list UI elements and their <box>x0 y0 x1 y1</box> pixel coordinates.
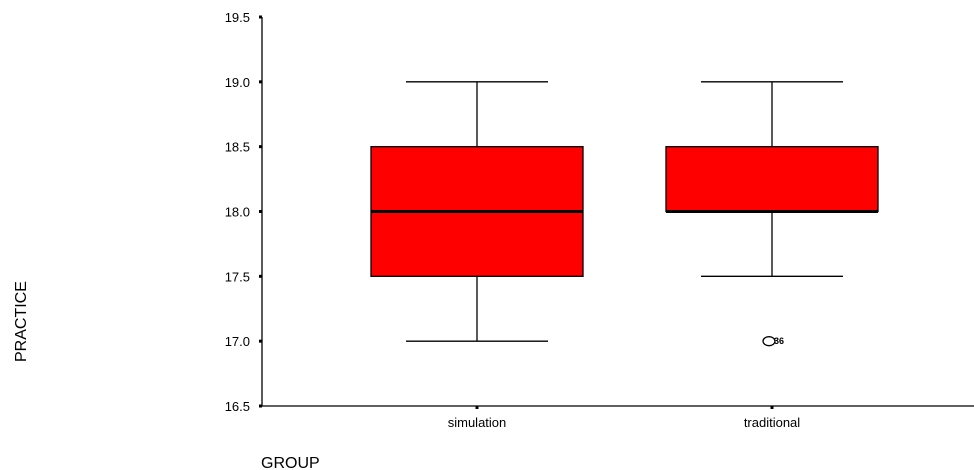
outlier-label: 36 <box>774 336 784 346</box>
x-tick-label: traditional <box>744 415 800 430</box>
y-tick-label: 17.0 <box>225 334 250 349</box>
outlier-point <box>762 336 776 347</box>
y-tick-label: 18.0 <box>225 205 250 220</box>
plot-area: 16.5 17.0 17.5 18.0 18.5 19.0 19.5 simulation t… <box>225 10 974 430</box>
box-traditional: 36 <box>665 81 879 347</box>
x-axis-ticks: simulation traditional <box>448 406 800 430</box>
y-tick-label: 19.0 <box>225 75 250 90</box>
y-tick-label: 19.5 <box>225 10 250 25</box>
iqr-box <box>665 146 879 213</box>
x-axis-title: GROUP <box>261 455 320 470</box>
box-simulation <box>370 81 584 342</box>
y-tick-label: 17.5 <box>225 269 250 284</box>
y-axis-ticks: 16.5 17.0 17.5 18.0 18.5 19.0 19.5 <box>225 10 262 414</box>
y-tick-label: 18.5 <box>225 140 250 155</box>
x-tick-label: simulation <box>448 415 507 430</box>
box-series: 36 <box>370 81 879 347</box>
y-axis-title: PRACTICE <box>13 281 30 362</box>
y-tick-label: 16.5 <box>225 399 250 414</box>
